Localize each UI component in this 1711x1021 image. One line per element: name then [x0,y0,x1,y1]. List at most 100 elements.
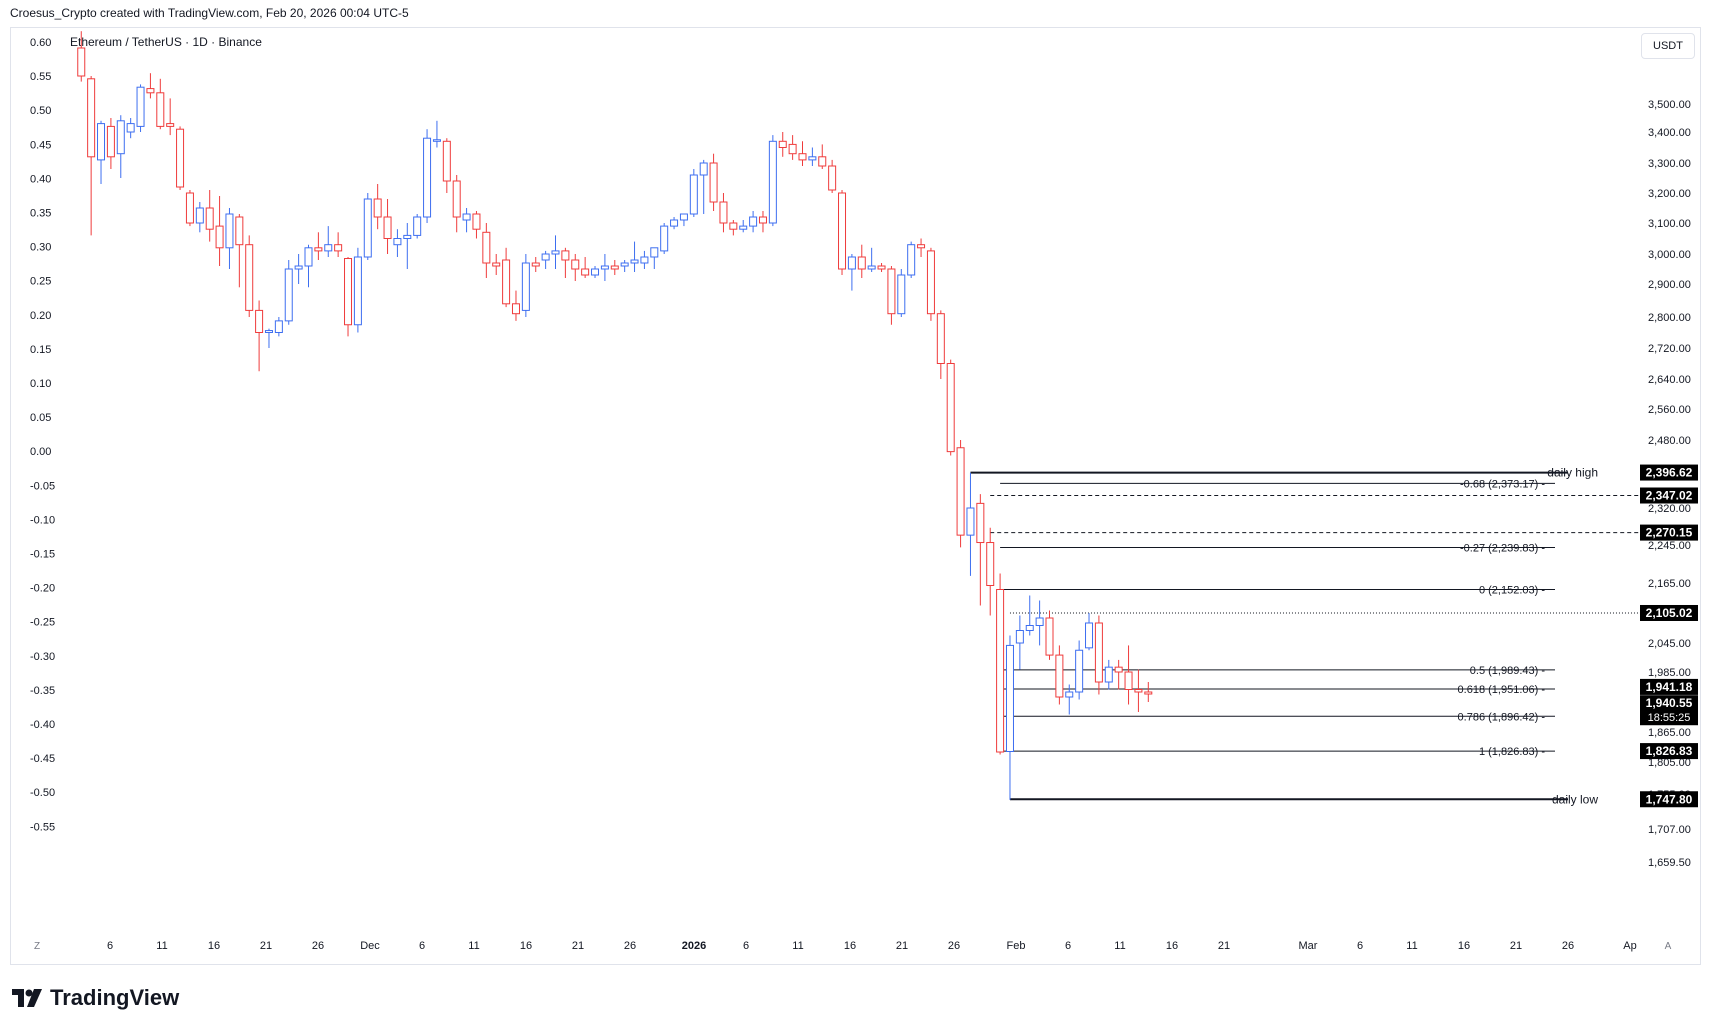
candle-body [867,265,876,270]
left-axis-tick: 0.55 [30,71,51,83]
x-axis-tick: 6 [743,940,749,952]
fib-level-label: -0.68 (2,373.17) - [1460,478,1545,490]
x-axis-tick: 11 [1114,940,1125,952]
candle [521,254,530,317]
candle [887,266,896,325]
candle-body [373,198,382,218]
right-axis-tick: 3,100.00 [1648,218,1691,230]
candle [1114,659,1123,690]
candle-body [1015,630,1024,644]
candle-body [156,92,165,127]
candle-body [847,256,856,270]
candle-body [699,162,708,176]
price-label-bg [1640,524,1698,541]
candle [561,247,570,278]
candle [571,254,580,281]
candle [334,232,343,257]
x-axis-tick: 6 [1357,940,1363,952]
price-label: 2,270.15 [1640,524,1698,541]
price-label: 1,941.18 [1640,678,1698,695]
right-axis-tick: 2,320.00 [1648,503,1691,515]
fib-level-label: 0 (2,152.03) - [1479,584,1545,596]
left-axis-tick: 0.60 [30,37,51,49]
candle-body [778,140,787,149]
candle-body [1134,689,1143,693]
price-label: 1,940.55 [1640,695,1698,712]
candle-body [650,247,659,258]
candle [1134,669,1143,712]
candle [699,159,708,214]
candle-body [1055,654,1064,698]
price-label-text: 18:55:25 [1648,712,1691,724]
candle [1025,595,1034,636]
candle-body [630,259,639,264]
candle [423,129,432,223]
right-axis-tick: 2,800.00 [1648,312,1691,324]
left-axis-tick: 0.15 [30,344,51,356]
x-axis-tick: 6 [419,940,425,952]
price-label: 2,396.62 [1640,464,1698,481]
candle-body [551,250,560,255]
candle [729,220,738,236]
candle [541,250,550,269]
candle-body [176,128,185,188]
candle [413,214,422,239]
right-axis-tick: 2,165.00 [1648,578,1691,590]
candle [482,223,491,278]
candle-body [531,262,540,267]
right-axis-tick: 1,805.00 [1648,757,1691,769]
candle-body [1104,666,1113,683]
candle-body [917,244,926,249]
price-label-text: 1,940.55 [1646,696,1693,710]
candle [907,241,916,278]
x-axis-tick: 26 [312,940,324,952]
candle [986,527,995,616]
price-label: 1,826.83 [1640,743,1698,760]
candle [274,317,283,337]
candle-body [877,265,886,270]
candle-body [897,274,906,315]
left-axis-tick: -0.50 [30,787,55,799]
candle [146,73,155,99]
candle [176,126,185,190]
candle [511,290,520,321]
left-axis-tick: 0.20 [30,310,51,322]
price-label-text: 2,347.02 [1646,489,1693,503]
candle [926,247,935,321]
candle [304,244,313,288]
x-axis-tick: 26 [1562,940,1574,952]
candle-body [749,216,758,227]
candle [1015,615,1024,670]
candle-body [185,192,194,224]
x-axis-tick: 11 [156,940,167,952]
candle-body [1144,691,1153,695]
x-axis-tick: 6 [107,940,113,952]
candle [116,115,125,178]
x-axis-tick: 16 [1166,940,1178,952]
candle-body [788,143,797,155]
candle-body [255,309,264,333]
candle [195,202,204,233]
candle-body [1045,617,1054,656]
x-axis-tick: 16 [208,940,220,952]
candle [77,31,86,82]
candle [966,472,975,576]
candle-body [353,256,362,326]
candle [531,257,540,272]
candle-body [798,153,807,161]
right-axis-tick: 3,300.00 [1648,158,1691,170]
x-axis-tick: Dec [360,940,380,952]
price-label-text: 1,747.80 [1646,792,1693,806]
tradingview-logo-icon [12,989,42,1007]
candle-body [828,165,837,191]
candle-body [966,507,975,536]
candle [264,328,273,348]
candle [709,153,718,211]
candle [126,118,135,139]
candle [956,440,965,548]
candle [778,132,787,157]
price-label-bg [1640,678,1698,695]
candle [215,196,224,266]
currency-selector[interactable]: USDT [1641,33,1695,59]
left-axis-tick: -0.55 [30,821,55,833]
